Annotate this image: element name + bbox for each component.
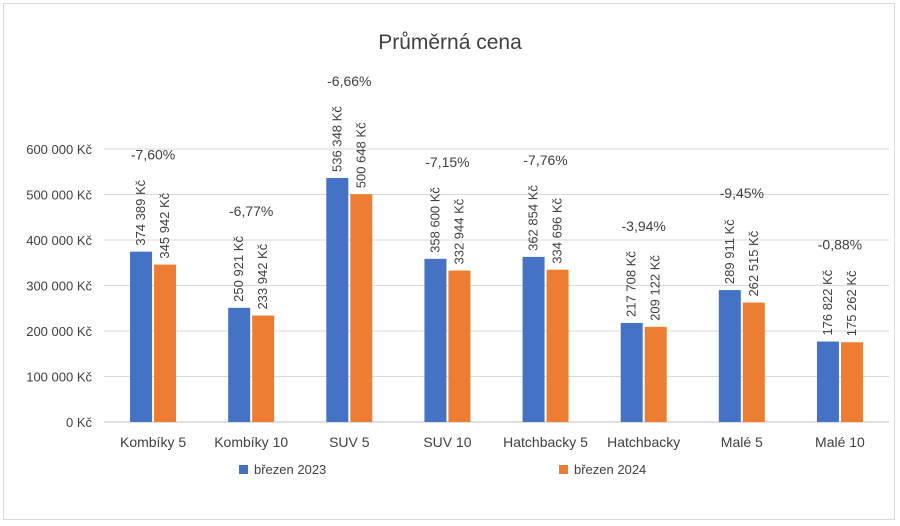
bar-series-2 <box>252 315 275 422</box>
bar-series-2 <box>350 194 373 422</box>
bar-series-2 <box>840 342 863 422</box>
bar-value-label: 289 911 Kč <box>722 219 737 284</box>
bar-series-2 <box>546 269 569 422</box>
x-category-label: Hatchbacky 5 <box>503 434 588 450</box>
bar-value-label: 175 262 Kč <box>844 270 859 336</box>
y-tick-label: 100 000 Kč <box>26 370 92 385</box>
bar-value-label: 262 515 Kč <box>746 230 761 296</box>
legend-swatch <box>559 465 568 474</box>
percent-change-label: -3,94% <box>622 218 666 234</box>
y-tick-label: 600 000 Kč <box>26 142 92 157</box>
y-tick-label: 400 000 Kč <box>26 233 92 248</box>
legend-label: březen 2023 <box>254 462 326 477</box>
bar-series-1 <box>326 177 349 422</box>
bar-value-label: 358 600 Kč <box>427 187 442 253</box>
bar-data-labels: 374 389 Kč 345 942 Kč 250 921 Kč 233 942 Kč… <box>133 106 859 337</box>
x-axis-ticks: Kombíky 5 Kombíky 10 SUV 5 SUV 10 Hatchbacky… <box>120 434 865 450</box>
bar-series-1 <box>130 251 153 422</box>
chart-title: Průměrná cena <box>378 31 522 54</box>
percent-change-label: -7,76% <box>523 152 567 168</box>
bar-series-2 <box>644 326 667 422</box>
bar-series-1 <box>816 341 839 422</box>
bar-value-label: 536 348 Kč <box>329 106 344 172</box>
y-axis-ticks: 0 Kč 100 000 Kč 200 000 Kč 300 000 Kč 400 00… <box>26 142 92 430</box>
bar-value-label: 233 942 Kč <box>255 243 270 309</box>
y-tick-label: 200 000 Kč <box>26 324 92 339</box>
chart-frame: Průměrná cena 0 Kč 100 000 Kč 200 000 Kč 30… <box>3 3 895 520</box>
bar-value-label: 362 854 Kč <box>526 185 541 251</box>
bar-value-label: 332 944 Kč <box>451 198 466 264</box>
percent-change-label: -7,60% <box>131 147 175 163</box>
legend: březen 2023 březen 2024 <box>239 462 646 477</box>
bar-series-1 <box>424 258 447 422</box>
x-category-label: SUV 5 <box>329 434 370 450</box>
bar-series-1 <box>718 290 741 422</box>
bar-series-1 <box>522 256 545 422</box>
bar-value-label: 217 708 Kč <box>624 251 639 317</box>
bar-value-label: 345 942 Kč <box>157 192 172 258</box>
x-category-label: Kombíky 10 <box>214 434 288 450</box>
percent-change-label: -6,77% <box>229 203 273 219</box>
bar-value-label: 176 822 Kč <box>820 269 835 335</box>
bar-value-label: 500 648 Kč <box>353 122 368 188</box>
bar-series-2 <box>448 270 471 422</box>
bar-series-1 <box>228 307 251 422</box>
y-tick-label: 500 000 Kč <box>26 188 92 203</box>
bar-series-2 <box>742 302 765 422</box>
bar-value-label: 374 389 Kč <box>133 179 148 245</box>
percent-change-label: -7,15% <box>425 154 469 170</box>
legend-label: březen 2024 <box>574 462 646 477</box>
percent-change-label: -9,45% <box>720 185 764 201</box>
x-category-label: SUV 10 <box>423 434 471 450</box>
percent-change-annotations: -7,60% -6,77% -6,66% -7,15% -7,76% -3,94% -9,4… <box>131 73 862 253</box>
y-tick-label: 300 000 Kč <box>26 279 92 294</box>
bar-value-label: 250 921 Kč <box>231 236 246 302</box>
x-category-label: Hatchbacky <box>607 434 680 450</box>
x-category-label: Kombíky 5 <box>120 434 186 450</box>
bar-series-1 <box>620 322 643 422</box>
percent-change-label: -6,66% <box>327 73 371 89</box>
bars <box>130 177 863 422</box>
x-category-label: Malé 5 <box>721 434 763 450</box>
bar-value-label: 209 122 Kč <box>648 255 663 321</box>
gridlines <box>104 148 889 423</box>
bar-series-2 <box>154 264 177 422</box>
percent-change-label: -0,88% <box>818 237 862 253</box>
legend-swatch <box>239 465 248 474</box>
bar-value-label: 334 696 Kč <box>550 197 565 263</box>
bar-chart: Průměrná cena 0 Kč 100 000 Kč 200 000 Kč 30… <box>26 31 889 477</box>
x-category-label: Malé 10 <box>815 434 865 450</box>
y-tick-label: 0 Kč <box>66 415 93 430</box>
